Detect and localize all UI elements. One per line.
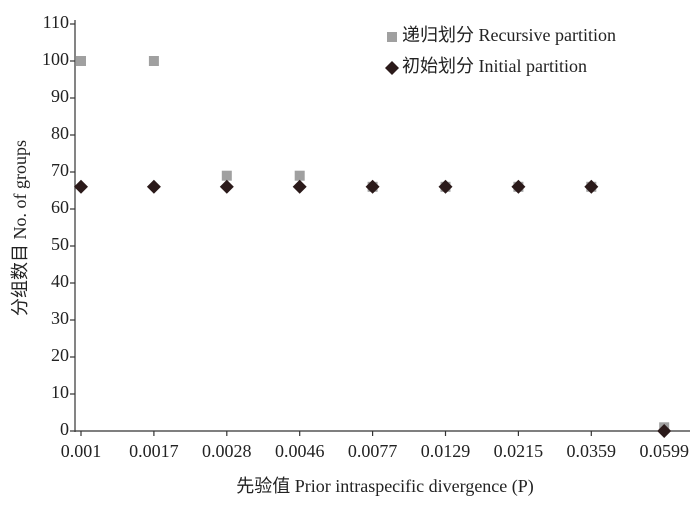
y-tick-label: 40 xyxy=(51,271,69,291)
legend-marker xyxy=(387,32,397,42)
y-tick-label: 20 xyxy=(51,345,69,365)
x-tick-label: 0.0215 xyxy=(494,441,544,461)
point xyxy=(146,179,161,194)
point xyxy=(74,179,88,194)
y-axis-title: 分组数目 No. of groups xyxy=(10,140,30,316)
x-axis-title: 先验值 Prior intraspecific divergence (P) xyxy=(236,476,534,497)
x-tick-label: 0.0359 xyxy=(567,441,617,461)
legend-marker xyxy=(385,61,399,75)
x-tick-label: 0.0028 xyxy=(202,441,252,461)
y-tick-label: 60 xyxy=(51,197,69,217)
y-tick-label: 90 xyxy=(51,86,69,106)
y-tick-label: 30 xyxy=(51,308,69,328)
y-tick-label: 0 xyxy=(60,419,69,439)
point xyxy=(76,56,86,66)
y-tick-label: 110 xyxy=(43,12,69,32)
y-tick-label: 70 xyxy=(51,160,69,180)
x-tick-label: 0.0077 xyxy=(348,441,398,461)
y-tick-label: 100 xyxy=(42,49,69,69)
legend-label: 初始划分 Initial partition xyxy=(402,56,587,76)
y-tick-label: 50 xyxy=(51,234,69,254)
point xyxy=(294,170,305,181)
x-tick-label: 0.0046 xyxy=(275,441,325,461)
x-tick-label: 0.0599 xyxy=(639,441,689,461)
point xyxy=(219,179,234,194)
x-tick-label: 0.0129 xyxy=(421,441,471,461)
point xyxy=(584,179,599,194)
x-tick-label: 0.0017 xyxy=(129,441,179,461)
legend-label: 递归划分 Recursive partition xyxy=(402,25,616,45)
y-tick-label: 10 xyxy=(51,382,69,402)
point xyxy=(148,56,159,66)
point xyxy=(292,179,307,194)
point xyxy=(221,170,232,181)
point xyxy=(657,424,672,438)
point xyxy=(438,179,453,194)
point xyxy=(365,179,380,194)
x-tick-label: 0.001 xyxy=(61,441,102,461)
y-tick-label: 80 xyxy=(51,123,69,143)
point xyxy=(511,179,526,194)
